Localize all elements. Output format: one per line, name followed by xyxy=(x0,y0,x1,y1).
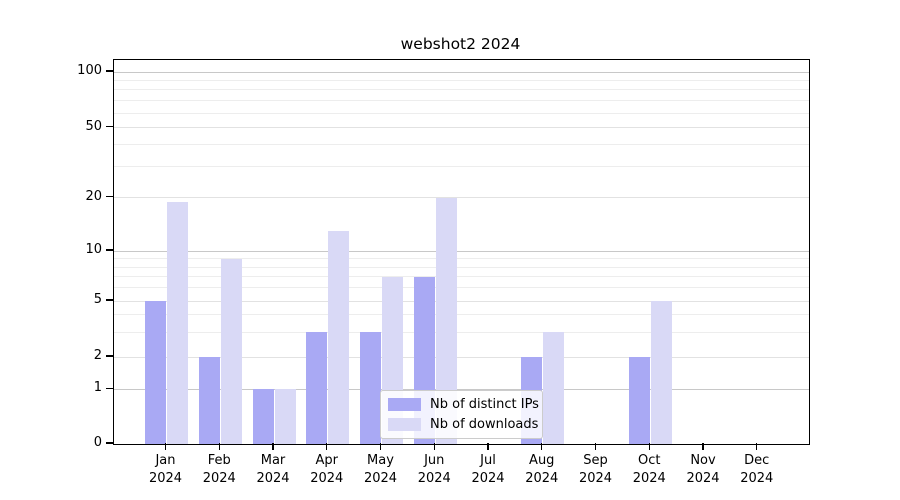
y-tick-label: 100 xyxy=(77,63,102,78)
legend-swatch-downloads xyxy=(388,418,421,431)
gridline xyxy=(114,144,809,146)
x-tick-mark xyxy=(379,443,382,450)
x-tick-label: Jul 2024 xyxy=(471,453,505,486)
x-tick-label: Feb 2024 xyxy=(202,453,236,486)
x-tick-mark xyxy=(648,443,650,450)
bar-distinct-ips-oct xyxy=(628,357,650,444)
y-tick-mark xyxy=(106,387,113,389)
legend-swatch-distinct-ips xyxy=(388,398,421,411)
gridline xyxy=(114,331,809,333)
bar-distinct-ips-feb xyxy=(198,357,220,444)
gridline xyxy=(114,100,809,102)
x-tick-label: Jan 2024 xyxy=(148,453,183,486)
y-tick-label: 10 xyxy=(85,242,102,257)
gridline xyxy=(114,112,809,114)
x-tick-label: Apr 2024 xyxy=(310,453,344,486)
legend-label-downloads: Nb of downloads xyxy=(430,417,539,432)
x-tick-label: Dec 2024 xyxy=(740,453,774,486)
gridline xyxy=(114,166,809,168)
gridline xyxy=(114,127,809,129)
bar-downloads-jan xyxy=(167,201,188,444)
gridline xyxy=(114,388,809,390)
x-tick-label: Sep 2024 xyxy=(578,453,613,486)
gridline xyxy=(114,287,809,289)
plot-area: Nb of distinct IPs Nb of downloads xyxy=(113,59,810,445)
y-tick-label: 1 xyxy=(93,380,102,396)
y-tick-mark xyxy=(106,126,113,128)
gridline xyxy=(114,71,809,73)
bar-downloads-mar xyxy=(274,389,296,444)
y-tick-label: 2 xyxy=(93,348,102,363)
y-tick-label: 50 xyxy=(85,118,102,134)
gridline xyxy=(114,79,809,81)
y-tick-mark xyxy=(106,70,113,72)
gridline xyxy=(114,266,809,268)
x-tick-mark xyxy=(272,443,274,450)
bar-distinct-ips-mar xyxy=(252,389,274,444)
y-tick-mark xyxy=(106,299,113,301)
x-tick-mark xyxy=(541,443,543,450)
y-tick-mark xyxy=(106,442,113,444)
x-tick-mark xyxy=(702,443,704,450)
y-tick-mark xyxy=(106,355,113,357)
x-tick-mark xyxy=(164,443,167,450)
x-tick-label: Jun 2024 xyxy=(417,453,451,486)
legend-item-downloads: Nb of downloads xyxy=(388,417,538,432)
bar-downloads-oct xyxy=(650,301,672,444)
x-tick-label: Oct 2024 xyxy=(632,453,666,486)
bar-downloads-apr xyxy=(328,230,350,444)
legend: Nb of distinct IPs Nb of downloads xyxy=(380,390,543,439)
x-tick-mark xyxy=(433,443,435,450)
x-tick-label: Nov 2024 xyxy=(686,453,720,486)
x-tick-mark xyxy=(218,443,220,450)
y-tick-label: 5 xyxy=(93,292,102,307)
x-tick-mark xyxy=(487,443,489,450)
x-tick-label: May 2024 xyxy=(363,453,398,486)
bar-distinct-ips-jan xyxy=(145,301,166,444)
bar-downloads-feb xyxy=(220,258,242,444)
legend-label-distinct-ips: Nb of distinct IPs xyxy=(430,397,539,412)
bar-downloads-jun xyxy=(435,197,457,444)
gridline xyxy=(114,300,809,302)
gridline xyxy=(114,276,809,278)
x-tick-mark xyxy=(594,443,597,450)
legend-item-distinct-ips: Nb of distinct IPs xyxy=(388,397,539,412)
x-tick-label: Mar 2024 xyxy=(256,453,290,486)
y-tick-label: 0 xyxy=(93,435,102,450)
y-tick-label: 20 xyxy=(85,188,102,204)
bar-distinct-ips-may xyxy=(360,332,381,444)
x-tick-mark xyxy=(756,443,758,450)
gridline xyxy=(114,250,809,252)
gridline xyxy=(114,356,809,358)
gridline xyxy=(114,314,809,316)
gridline xyxy=(114,258,809,260)
gridline xyxy=(114,89,809,91)
gridline xyxy=(114,197,809,199)
bar-downloads-aug xyxy=(543,332,565,444)
y-tick-mark xyxy=(106,249,113,251)
x-tick-label: Aug 2024 xyxy=(525,453,559,486)
chart-title: webshot2 2024 xyxy=(400,35,521,53)
bar-distinct-ips-apr xyxy=(306,332,328,444)
y-tick-mark xyxy=(106,196,113,198)
x-tick-mark xyxy=(326,443,328,450)
